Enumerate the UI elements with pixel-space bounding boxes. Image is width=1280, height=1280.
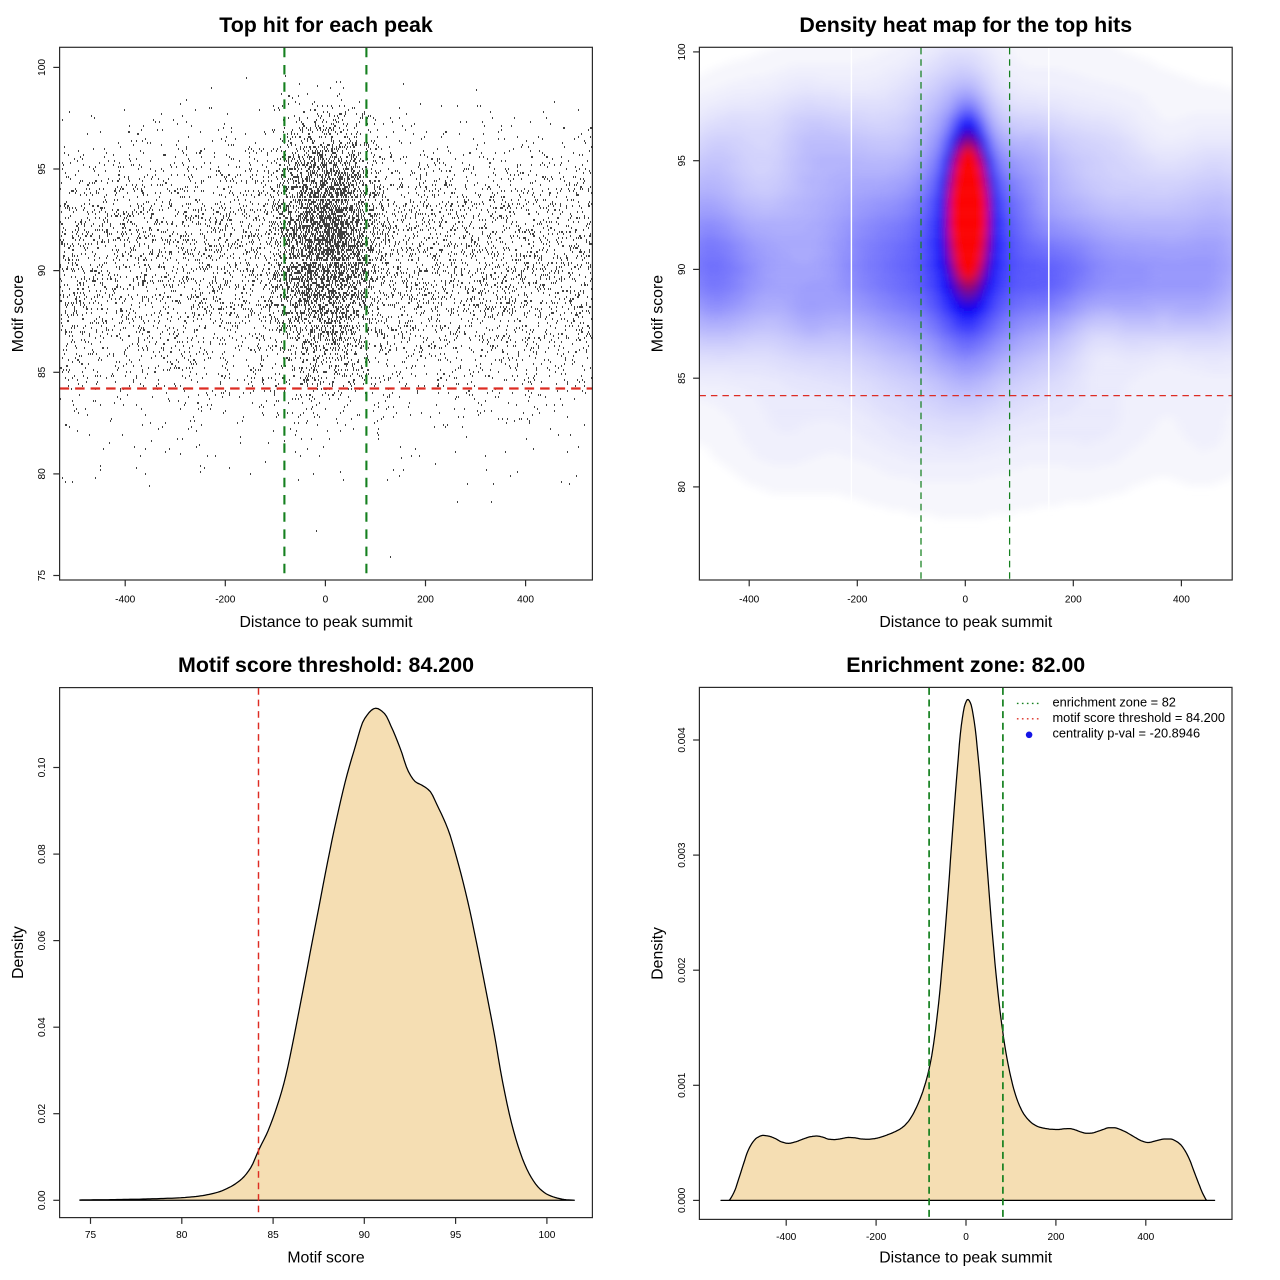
svg-text:Motif score: Motif score [650,275,667,352]
svg-text:95: 95 [677,155,688,167]
svg-text:0.002: 0.002 [677,957,688,983]
svg-text:200: 200 [1047,1232,1064,1243]
svg-text:Density heat map for the top h: Density heat map for the top hits [799,13,1132,37]
svg-text:0: 0 [963,1232,969,1243]
svg-text:Enrichment zone: 82.00: Enrichment zone: 82.00 [846,653,1085,677]
svg-text:100: 100 [37,59,48,76]
svg-text:-200: -200 [866,1232,887,1243]
svg-text:95: 95 [450,1230,462,1241]
svg-text:100: 100 [677,43,688,60]
svg-text:-400: -400 [739,594,760,605]
svg-text:85: 85 [37,366,48,378]
svg-text:0.04: 0.04 [37,1017,48,1037]
svg-text:Distance to peak summit: Distance to peak summit [879,614,1053,631]
svg-text:75: 75 [85,1230,97,1241]
svg-text:Motif score: Motif score [10,275,27,352]
svg-text:Motif score: Motif score [287,1250,364,1267]
svg-text:400: 400 [1173,594,1190,605]
svg-text:90: 90 [37,265,48,277]
svg-text:80: 80 [677,481,688,493]
svg-text:0.004: 0.004 [677,727,688,753]
svg-text:-200: -200 [847,594,868,605]
svg-text:-200: -200 [215,594,236,605]
svg-text:200: 200 [417,594,434,605]
svg-text:400: 400 [517,594,534,605]
svg-text:0.000: 0.000 [677,1187,688,1213]
svg-text:100: 100 [538,1230,555,1241]
svg-text:Density: Density [10,926,27,979]
svg-text:Distance to peak summit: Distance to peak summit [879,1250,1053,1267]
svg-text:0.06: 0.06 [37,930,48,950]
svg-text:0.00: 0.00 [37,1190,48,1210]
svg-text:85: 85 [677,372,688,384]
svg-text:90: 90 [677,263,688,275]
svg-text:-400: -400 [776,1232,797,1243]
svg-text:80: 80 [176,1230,188,1241]
svg-text:0.08: 0.08 [37,844,48,864]
svg-text:motif score threshold = 84.200: motif score threshold = 84.200 [1053,710,1226,725]
svg-text:0.02: 0.02 [37,1103,48,1123]
svg-text:0: 0 [323,594,329,605]
svg-text:Motif score threshold: 84.200: Motif score threshold: 84.200 [178,653,474,677]
svg-text:Top hit for each peak: Top hit for each peak [219,13,433,37]
svg-text:0.001: 0.001 [677,1072,688,1098]
svg-text:90: 90 [359,1230,371,1241]
svg-text:Density: Density [650,927,667,980]
svg-text:0.10: 0.10 [37,757,48,777]
svg-text:centrality p-val = -20.8946: centrality p-val = -20.8946 [1053,726,1201,741]
svg-text:75: 75 [37,570,48,582]
svg-text:0.003: 0.003 [677,842,688,868]
svg-text:400: 400 [1137,1232,1154,1243]
svg-text:0: 0 [962,594,968,605]
svg-text:Distance to peak summit: Distance to peak summit [240,614,414,631]
svg-text:85: 85 [267,1230,279,1241]
svg-text:-400: -400 [115,594,136,605]
svg-text:95: 95 [37,163,48,175]
svg-text:80: 80 [37,468,48,480]
svg-text:enrichment zone = 82: enrichment zone = 82 [1053,694,1176,709]
svg-text:200: 200 [1065,594,1082,605]
